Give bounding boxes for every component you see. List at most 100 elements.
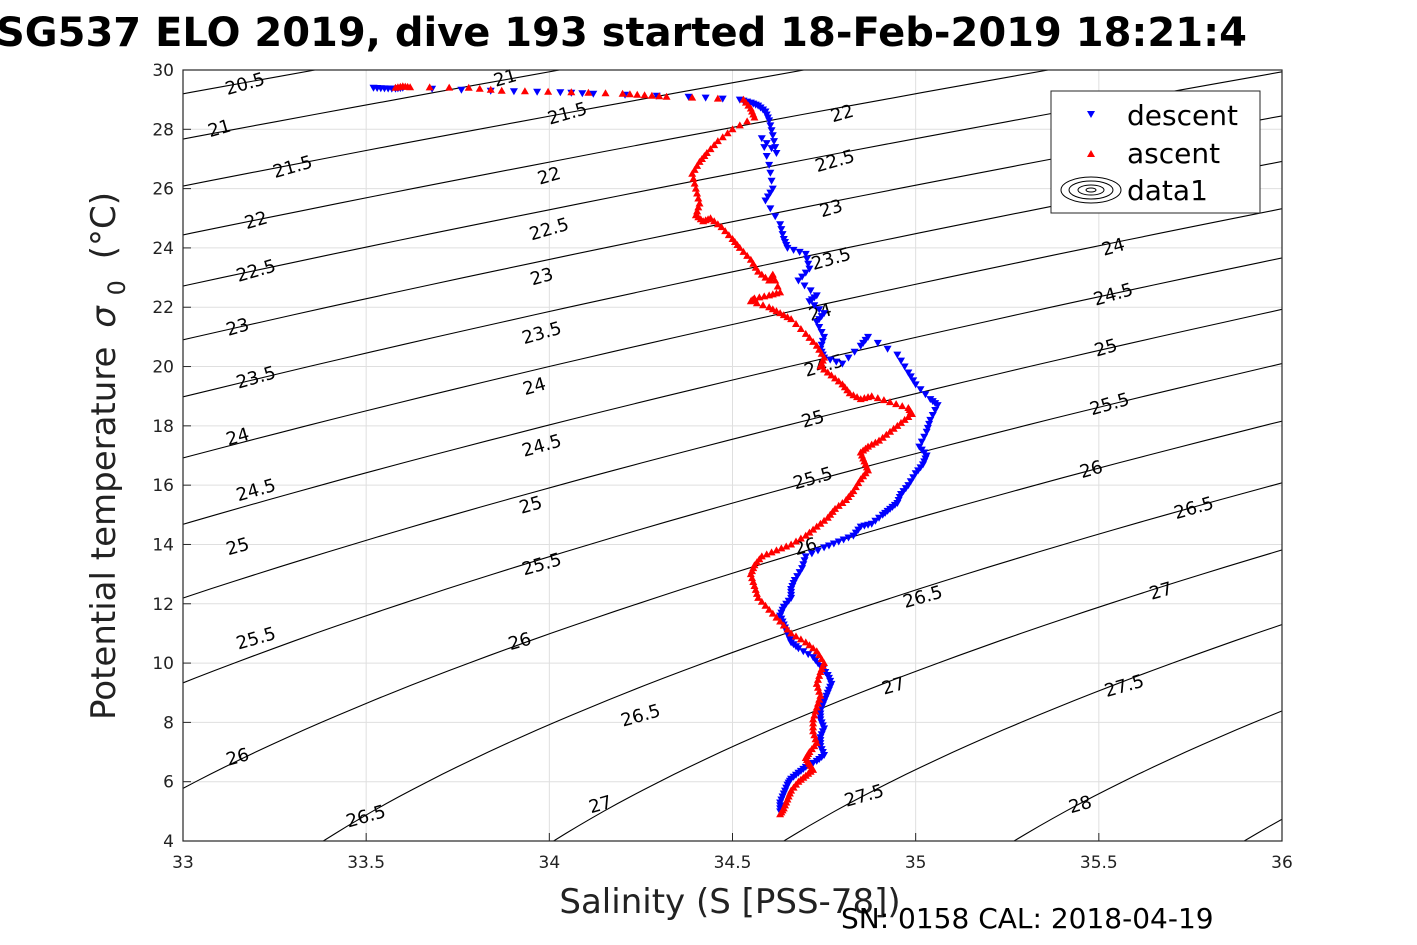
ascent-point — [752, 589, 761, 597]
descent-point — [799, 561, 808, 569]
descent-point — [911, 381, 920, 389]
descent-point — [768, 132, 777, 140]
ascent-point — [735, 243, 744, 251]
descent-point — [807, 550, 816, 558]
descent-point — [804, 651, 813, 659]
density-contour-line — [183, 257, 1282, 525]
density-contour-line — [1012, 710, 1282, 841]
ascent-point — [688, 169, 697, 177]
ascent-point — [721, 227, 730, 235]
ascent-point — [771, 276, 780, 284]
descent-point — [794, 277, 803, 285]
descent-point — [767, 127, 776, 135]
ascent-point — [878, 433, 887, 441]
descent-point — [815, 324, 824, 331]
y-tick-label: 14 — [152, 535, 174, 555]
y-tick-label: 10 — [152, 654, 174, 674]
ascent-point — [810, 731, 819, 739]
ascent-point — [831, 374, 840, 382]
ascent-point — [757, 270, 766, 278]
descent-point — [768, 185, 777, 193]
ascent-point — [486, 85, 495, 93]
ascent-point — [813, 699, 822, 707]
descent-point — [509, 88, 518, 96]
x-axis-ticks: 33 33.5 34 34.5 35 35.5 36 — [172, 833, 1293, 873]
ascent-point — [772, 546, 781, 554]
ascent-point — [813, 683, 822, 691]
descent-point — [760, 144, 769, 152]
ascent-point — [898, 402, 907, 410]
y-tick-label: 16 — [152, 476, 174, 496]
descent-point — [805, 265, 814, 273]
descent-point — [765, 117, 774, 125]
y-axis-label-subscript: 0 — [103, 280, 131, 295]
ascent-point — [718, 133, 727, 141]
ascent-point — [897, 418, 906, 426]
density-contour-line — [183, 363, 1282, 684]
ascent-point — [464, 83, 473, 91]
ascent-point — [801, 638, 810, 646]
descent-point — [906, 478, 915, 486]
descent-point — [849, 532, 858, 540]
descent-point — [589, 90, 598, 98]
descent-point — [813, 547, 822, 555]
ascent-point — [751, 585, 760, 593]
y-tick-label: 20 — [152, 358, 174, 378]
ascent-point — [796, 635, 805, 643]
descent-point — [806, 287, 815, 295]
density-contour-line — [183, 208, 1282, 459]
ascent-point — [900, 415, 909, 423]
descent-point — [795, 569, 804, 577]
descent-point — [926, 416, 935, 424]
descent-point — [818, 337, 827, 345]
ascent-point — [842, 495, 851, 503]
ascent-point — [886, 427, 895, 435]
y-tick-label: 18 — [152, 417, 174, 437]
ascent-point — [810, 711, 819, 719]
ascent-point — [787, 540, 796, 548]
ascent-point — [765, 291, 774, 299]
ascent-point — [834, 377, 843, 385]
ascent-point — [735, 121, 744, 129]
ascent-point — [445, 83, 454, 91]
descent-point — [799, 648, 808, 656]
descent-point — [767, 177, 776, 185]
descent-point — [928, 411, 937, 419]
ascent-point — [618, 89, 627, 97]
ascent-point — [812, 703, 821, 711]
ascent-point — [882, 430, 891, 438]
ascent-point — [759, 301, 768, 309]
descent-point — [838, 360, 847, 368]
density-contour-line — [183, 70, 1052, 236]
ascent-point — [640, 91, 649, 99]
ascent-point — [689, 174, 698, 182]
legend-label-ascent: ascent — [1127, 137, 1220, 170]
legend-box — [1050, 90, 1261, 214]
descent-point — [906, 373, 915, 381]
ascent-point — [809, 644, 818, 652]
ascent-point — [724, 231, 733, 239]
ascent-point — [838, 498, 847, 506]
ascent-point — [886, 398, 895, 406]
ascent-point — [811, 735, 820, 743]
ascent-point — [823, 513, 832, 521]
descent-point — [767, 145, 776, 153]
x-tick-label: 33 — [172, 853, 194, 873]
ascent-point — [776, 617, 785, 625]
descent-point — [766, 189, 775, 197]
ascent-point — [791, 632, 800, 640]
ascent-point — [809, 337, 818, 345]
descent-point — [763, 193, 772, 201]
ascent-point — [746, 570, 755, 578]
descent-point — [820, 544, 829, 552]
descent-point — [762, 152, 771, 160]
descent-point — [917, 438, 926, 446]
ascent-point — [694, 203, 703, 211]
ascent-point — [743, 117, 752, 125]
descent-point — [800, 282, 809, 290]
ascent-point — [776, 810, 785, 818]
ascent-point — [816, 362, 825, 370]
descent-point — [909, 377, 918, 385]
descent-point — [834, 538, 843, 546]
x-axis-label: Salinity (S [PSS-78]) — [559, 882, 900, 922]
